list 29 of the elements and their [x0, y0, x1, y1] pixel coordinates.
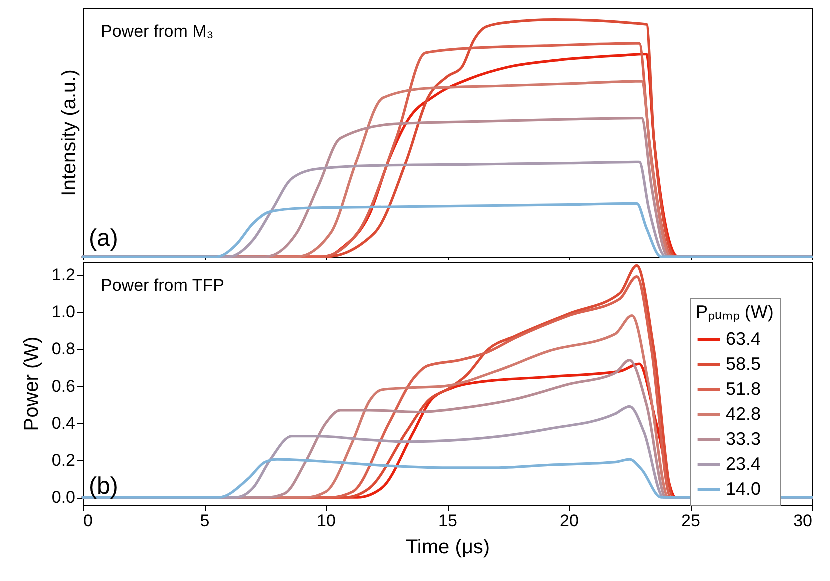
- legend-label: 14.0: [726, 479, 762, 499]
- annotation: Power from TFP: [101, 276, 224, 295]
- y-tick-label: 0.2: [52, 450, 76, 470]
- y-tick-label: 0.0: [52, 488, 76, 508]
- x-tick-label: 15: [438, 512, 458, 530]
- annotation: Power from M₃: [101, 22, 214, 41]
- legend-label: 33.3: [726, 429, 762, 449]
- legend-title: Pₚᵤₘₚ (W): [696, 302, 774, 323]
- x-tick-label: 0: [84, 512, 93, 530]
- x-axis-title: Time (μs): [406, 536, 490, 558]
- y-tick-label: 1.0: [52, 302, 76, 322]
- x-tick-label: 5: [200, 512, 210, 530]
- legend-label: 63.4: [726, 329, 762, 349]
- x-tick-label: 10: [317, 512, 336, 530]
- annotation: (a): [89, 225, 118, 252]
- annotation: (b): [89, 473, 118, 500]
- legend-label: 42.8: [726, 404, 762, 424]
- y-axis-title: Intensity (a.u.): [58, 70, 80, 196]
- x-tick-label: 25: [682, 512, 700, 530]
- y-axis-title: Power (W): [20, 336, 43, 432]
- y-tick-label: 0.8: [52, 340, 76, 359]
- y-tick-label: 1.2: [52, 265, 76, 284]
- legend-label: 51.8: [726, 379, 762, 399]
- y-tick-label: 0.4: [52, 414, 76, 433]
- legend-label: 58.5: [726, 354, 762, 374]
- y-tick-label: 0.6: [52, 376, 76, 396]
- legend-label: 23.4: [726, 454, 762, 474]
- x-tick-label: 30: [794, 512, 812, 530]
- x-tick-label: 20: [560, 512, 579, 530]
